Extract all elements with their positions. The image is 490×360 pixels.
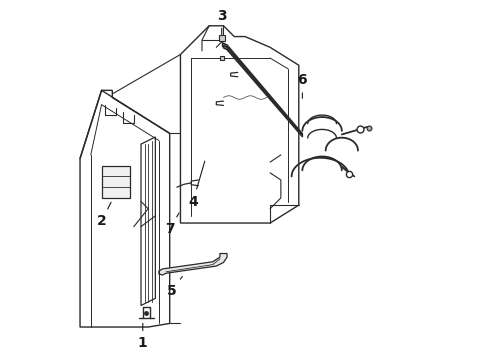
Polygon shape <box>101 166 130 198</box>
Text: 5: 5 <box>167 276 182 298</box>
Polygon shape <box>159 253 227 275</box>
Text: 4: 4 <box>188 161 205 208</box>
Text: 6: 6 <box>297 73 307 98</box>
Text: 2: 2 <box>97 202 111 228</box>
Polygon shape <box>180 26 299 223</box>
Polygon shape <box>141 137 155 306</box>
Polygon shape <box>80 90 170 327</box>
Text: 3: 3 <box>217 9 226 35</box>
Text: 7: 7 <box>165 213 179 236</box>
Text: 1: 1 <box>138 323 147 350</box>
